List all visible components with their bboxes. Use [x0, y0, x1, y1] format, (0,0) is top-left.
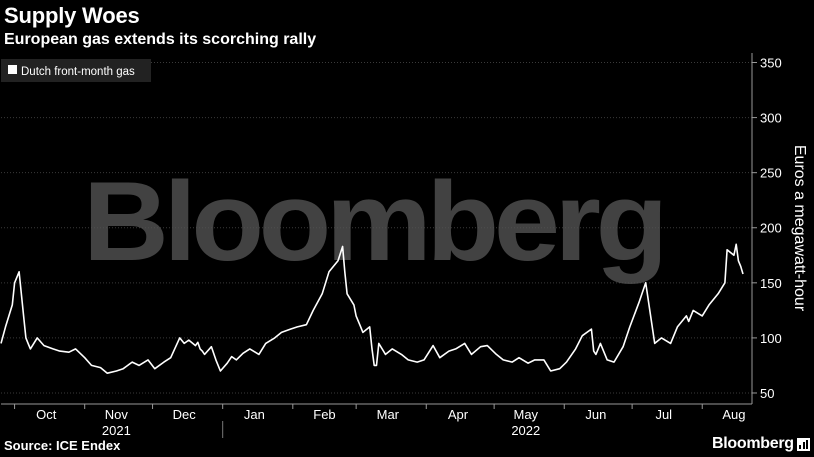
y-tick-label: 250	[760, 166, 782, 181]
x-tick-label: Aug	[722, 407, 745, 422]
axes: 50 100 150 200 250 300 350 Oct Nov Dec Jan Feb Mar Ap…	[1, 53, 782, 438]
legend-label: Dutch front-month gas	[21, 66, 135, 78]
y-tick-label: 50	[760, 386, 774, 401]
plot-area	[0, 243, 744, 375]
y-tick-label: 350	[760, 56, 782, 71]
chart-title: Supply Woes	[4, 3, 140, 28]
y-axis-label: Euros a megawatt-hour	[791, 145, 808, 312]
x-tick-label: May	[514, 407, 539, 422]
legend: Dutch front-month gas	[1, 59, 151, 82]
y-tick-label: 200	[760, 221, 782, 236]
year-label: 2022	[511, 423, 540, 438]
x-tick-label: Jun	[585, 407, 606, 422]
bloomberg-watermark: Bloomberg	[83, 159, 663, 284]
x-tick-label: Feb	[313, 407, 335, 422]
source-note: Source: ICE Endex	[4, 438, 121, 453]
x-tick-label: Nov	[105, 407, 129, 422]
series-line-dutch-front-month-gas	[0, 243, 744, 375]
year-label: 2021	[102, 423, 131, 438]
y-tick-label: 300	[760, 111, 782, 126]
x-tick-label: Mar	[377, 407, 400, 422]
x-tick-label: Jan	[244, 407, 265, 422]
y-tick-label: 100	[760, 331, 782, 346]
brand-logo-text: Bloomberg	[712, 435, 794, 452]
y-tick-label: 150	[760, 276, 782, 291]
chart-subtitle: European gas extends its scorching rally	[4, 31, 317, 48]
grid-lines	[1, 62, 752, 394]
x-tick-label: Apr	[448, 407, 469, 422]
bloomberg-terminal-icon	[797, 438, 810, 451]
x-tick-label: Dec	[173, 407, 197, 422]
legend-swatch	[8, 65, 17, 74]
x-tick-label: Oct	[36, 407, 57, 422]
x-tick-label: Jul	[655, 407, 672, 422]
